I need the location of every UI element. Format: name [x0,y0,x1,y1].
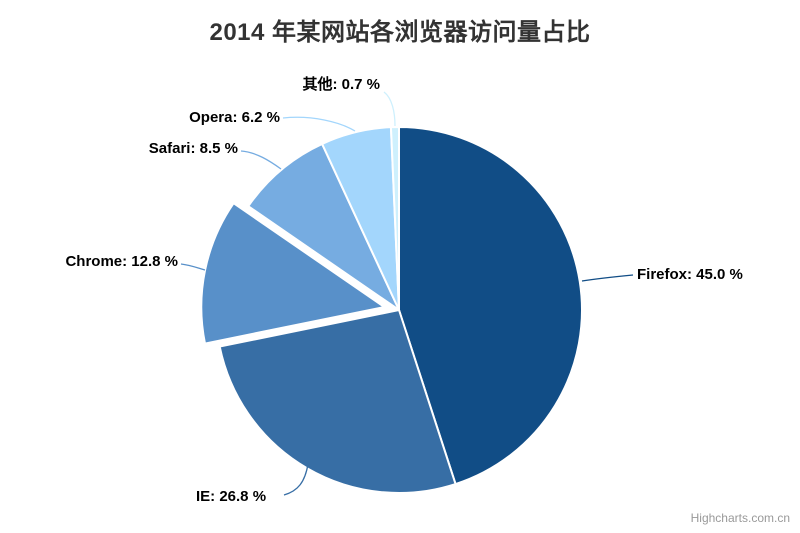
pie-slice-safari[interactable] [247,142,400,311]
label-connector-chrome [180,263,206,271]
data-label-chrome: Chrome: 12.8 % [65,253,178,270]
pie-slice-other[interactable] [389,126,400,311]
pie-slice-chrome[interactable] [200,202,386,345]
label-connector-firefox [581,274,634,282]
data-label-opera: Opera: 6.2 % [189,109,280,126]
label-connector-other [383,91,396,127]
label-connector-safari [240,150,282,170]
label-connector-opera [282,116,356,132]
data-label-safari: Safari: 8.5 % [148,140,238,157]
data-label-other: 其他: 0.7 % [302,76,380,93]
data-label-firefox: Firefox: 45.0 % [637,266,743,283]
chart-title: 2014 年某网站各浏览器访问量占比 [209,19,591,46]
credits-link[interactable]: Highcharts.com.cn [690,511,790,525]
label-connector-ie [283,463,309,496]
pie-slice-firefox[interactable] [398,126,583,486]
data-label-ie: IE: 26.8 % [196,488,267,505]
